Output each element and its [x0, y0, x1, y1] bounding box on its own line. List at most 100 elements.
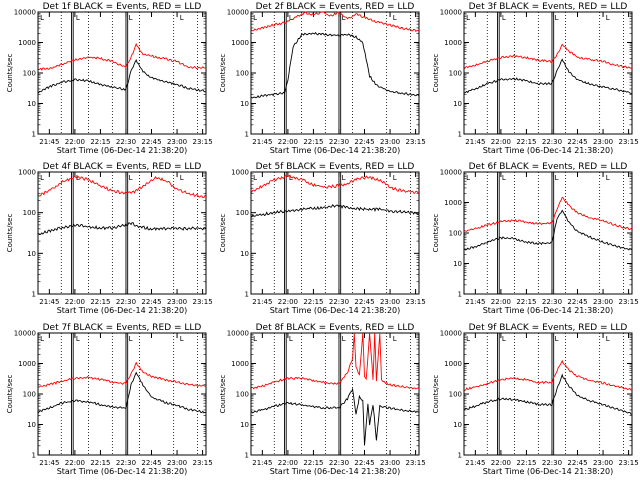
x-tick-label: 22:15 — [516, 459, 536, 467]
x-tick-label: 22:15 — [303, 138, 323, 146]
lld-series-line — [251, 174, 420, 194]
plot-frame — [463, 171, 633, 295]
panel-title: Det 6f BLACK = Events, RED = LLD — [469, 162, 628, 172]
x-tick-label: 23:00 — [593, 138, 613, 146]
y-tick-label: 10 — [27, 100, 36, 108]
x-tick-label: 22:45 — [567, 459, 587, 467]
x-tick-label: 23:15 — [193, 138, 213, 146]
corner-label: L — [393, 14, 397, 22]
x-tick-label: 22:00 — [65, 138, 85, 146]
x-tick-label: 22:45 — [567, 298, 587, 306]
x-tick-label: 22:45 — [354, 298, 374, 306]
x-tick-label: 23:15 — [406, 298, 426, 306]
y-tick-label: 100 — [236, 70, 249, 78]
y-tick-label: 1000 — [18, 39, 36, 47]
y-tick-label: 1000 — [18, 360, 36, 368]
chart-panel-1: Det 1f BLACK = Events, RED = LLD L L L L 1 10 1… — [6, 2, 213, 155]
y-tick-label: 10000 — [440, 169, 462, 177]
y-tick-label: 100 — [23, 391, 36, 399]
corner-label: L — [466, 14, 470, 22]
x-axis-label: Start Time (06-Dec-14 21:38:20) — [483, 306, 614, 315]
y-tick-label: 10 — [240, 250, 249, 258]
x-tick-label: 23:00 — [167, 138, 187, 146]
x-tick-label: 22:30 — [542, 298, 562, 306]
events-series-line — [464, 373, 633, 415]
corner-label: L — [289, 14, 293, 22]
corner-label: L — [342, 14, 346, 22]
y-tick-label: 1000 — [231, 39, 249, 47]
plot-frame — [463, 332, 633, 456]
x-tick-label: 22:00 — [491, 298, 511, 306]
x-axis-label: Start Time (06-Dec-14 21:38:20) — [483, 467, 614, 476]
corner-label: L — [253, 335, 257, 343]
y-axis-label: Counts/sec — [6, 214, 14, 253]
x-tick-label: 23:15 — [193, 298, 213, 306]
chart-panel-4: Det 4f BLACK = Events, RED = LLD L L L L 1 10 1… — [6, 162, 213, 315]
x-tick-label: 23:15 — [406, 459, 426, 467]
x-tick-label: 23:00 — [380, 459, 400, 467]
corner-label: L — [180, 335, 184, 343]
y-tick-label: 100 — [23, 209, 36, 217]
corner-label: L — [289, 335, 293, 343]
x-tick-label: 23:00 — [593, 298, 613, 306]
events-series-line — [251, 387, 420, 446]
y-tick-label: 1 — [32, 452, 36, 460]
y-axis-label: Counts/sec — [6, 375, 14, 414]
lld-series-line — [251, 332, 420, 390]
corner-label: L — [180, 14, 184, 22]
x-axis-label: Start Time (06-Dec-14 21:38:20) — [57, 146, 188, 155]
x-tick-label: 21:45 — [252, 298, 272, 306]
corner-label: L — [129, 335, 133, 343]
x-tick-label: 22:30 — [329, 138, 349, 146]
plot-frame — [37, 332, 207, 456]
corner-label: L — [253, 14, 257, 22]
y-tick-label: 1 — [32, 291, 36, 299]
y-tick-label: 1000 — [444, 199, 462, 207]
corner-label: L — [342, 335, 346, 343]
y-axis-label: Counts/sec — [219, 214, 227, 253]
x-tick-label: 21:45 — [465, 298, 485, 306]
corner-label: L — [502, 14, 506, 22]
corner-label: L — [129, 174, 133, 182]
panel-title: Det 8f BLACK = Events, RED = LLD — [256, 323, 415, 333]
corner-label: L — [606, 14, 610, 22]
corner-label: L — [76, 14, 80, 22]
corner-label: L — [606, 335, 610, 343]
y-tick-label: 10 — [453, 100, 462, 108]
lld-series-line — [464, 43, 633, 69]
panel-title: Det 1f BLACK = Events, RED = LLD — [43, 2, 202, 12]
panel-title: Det 2f BLACK = Events, RED = LLD — [256, 2, 415, 12]
lld-series-line — [251, 11, 420, 33]
x-tick-label: 22:15 — [303, 298, 323, 306]
y-axis-label: Counts/sec — [219, 375, 227, 414]
corner-label: L — [606, 174, 610, 182]
x-tick-label: 22:30 — [329, 298, 349, 306]
corner-label: L — [555, 14, 559, 22]
x-tick-label: 22:15 — [516, 298, 536, 306]
y-tick-label: 100 — [449, 391, 462, 399]
plot-frame — [250, 332, 420, 456]
y-tick-label: 10000 — [440, 9, 462, 17]
x-tick-label: 23:15 — [619, 138, 639, 146]
corner-label: L — [76, 174, 80, 182]
corner-label: L — [129, 14, 133, 22]
x-axis-label: Start Time (06-Dec-14 21:38:20) — [57, 306, 188, 315]
x-tick-label: 22:00 — [65, 459, 85, 467]
chart-panel-6: Det 6f BLACK = Events, RED = LLD L L L L 1 10 1… — [432, 162, 639, 315]
plot-frame — [250, 171, 420, 295]
lld-series-line — [464, 359, 633, 391]
corner-label: L — [393, 174, 397, 182]
x-tick-label: 22:00 — [491, 459, 511, 467]
events-series-line — [251, 31, 420, 99]
y-tick-label: 1000 — [444, 39, 462, 47]
y-tick-label: 1 — [458, 131, 462, 139]
lld-series-line — [464, 196, 633, 232]
x-tick-label: 21:45 — [465, 459, 485, 467]
corner-label: L — [253, 174, 257, 182]
corner-label: L — [289, 174, 293, 182]
y-tick-label: 1 — [245, 131, 249, 139]
x-tick-label: 22:45 — [354, 459, 374, 467]
x-axis-label: Start Time (06-Dec-14 21:38:20) — [270, 306, 401, 315]
corner-label: L — [40, 174, 44, 182]
